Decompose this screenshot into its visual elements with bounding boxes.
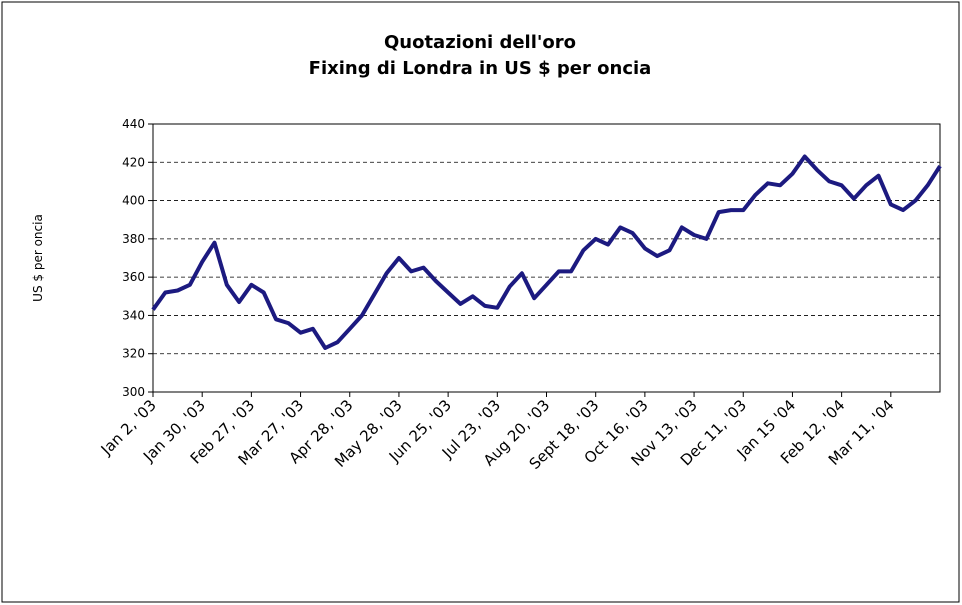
y-tick-label: 300 [122,385,145,399]
y-tick-label: 360 [122,270,145,284]
y-tick-label: 420 [122,155,145,169]
y-tick-label: 380 [122,232,145,246]
data-line [151,154,942,350]
y-tick-label: 320 [122,347,145,361]
y-tick-label: 340 [122,308,145,322]
chart-title: Quotazioni dell'oro [384,32,576,53]
y-tick-label: 440 [122,117,145,131]
y-axis-title: US $ per oncia [31,214,45,302]
y-tick-label: 400 [122,194,145,208]
chart-subtitle: Fixing di Londra in US $ per oncia [309,58,652,79]
